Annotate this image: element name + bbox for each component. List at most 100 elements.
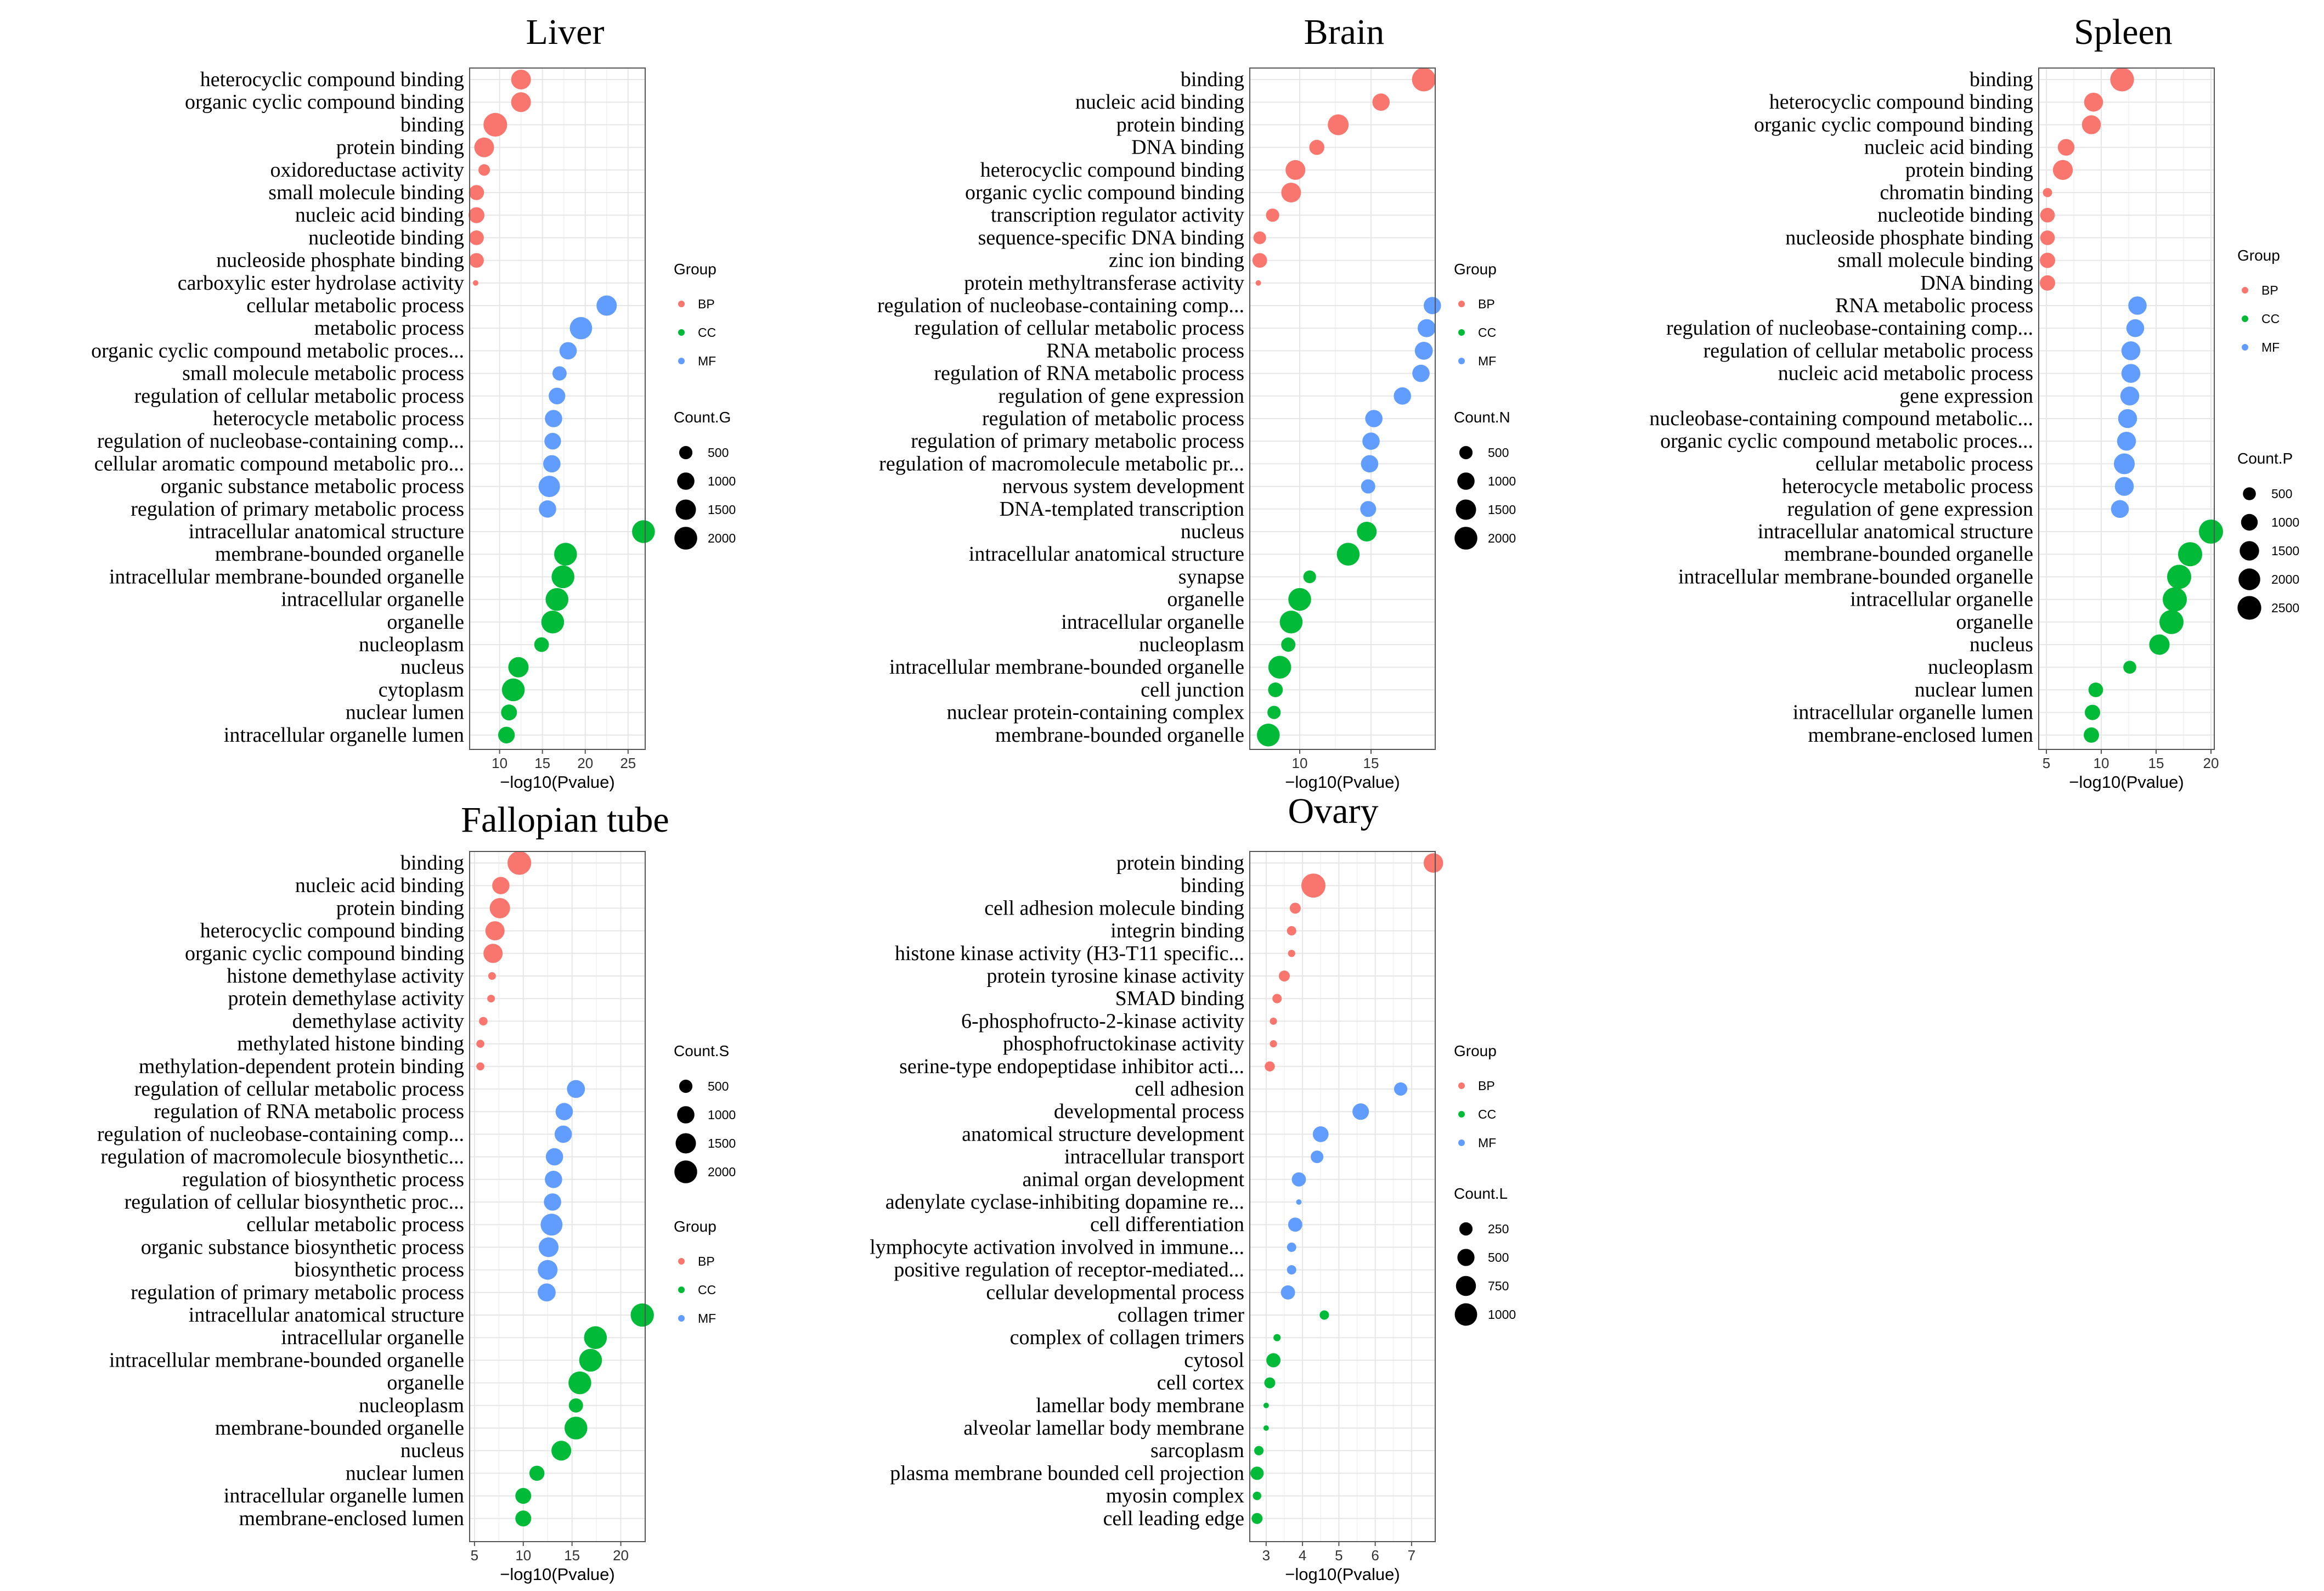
data-point-nucleic-acid-binding [492,877,510,895]
y-tick-label-synapse: synapse [1178,565,1244,588]
data-point-synapse [1303,570,1316,584]
y-tick-label-demethylase-activity: demethylase activity [292,1009,464,1033]
data-point-nuclear-lumen [529,1465,545,1481]
size-key-500 [679,1079,693,1093]
data-point-membrane-bounded-organelle [554,543,577,566]
plot-frame [2038,67,2215,750]
size-label-1000: 1000 [2271,515,2299,529]
data-point-organic-substance-biosynthetic-process [538,1237,559,1257]
y-tick-label-regulation-of-cellular-biosynthetic-proc: regulation of cellular biosynthetic proc… [125,1191,464,1214]
y-tick-label-regulation-of-gene-expression: regulation of gene expression [999,385,1244,408]
data-point-adenylate-cyclase-inhibiting-dopamine-re [1296,1199,1302,1205]
data-point-nucleoside-phosphate-binding [2040,230,2055,245]
y-tick-label-intracellular-organelle: intracellular organelle [281,1326,464,1349]
data-point-nucleic-acid-metabolic-process [2121,364,2141,383]
x-tick-label: 15 [534,755,550,771]
legend-key-mf [2242,344,2248,351]
y-tick-label-regulation-of-cellular-metabolic-process: regulation of cellular metabolic process [1703,339,2033,362]
panel-title: Spleen [2074,12,2173,52]
x-axis-label: −log10(Pvalue) [500,1565,614,1584]
size-label-500: 500 [708,1079,729,1093]
y-tick-label-cell-leading-edge: cell leading edge [1103,1507,1244,1530]
y-tick-label-cellular-metabolic-process: cellular metabolic process [246,1213,464,1236]
data-point-intracellular-organelle [2163,587,2187,612]
y-tick-label-cell-adhesion: cell adhesion [1135,1077,1244,1101]
grid-lines [1250,68,1435,749]
y-tick-label-regulation-of-metabolic-process: regulation of metabolic process [982,407,1244,430]
size-label-2000: 2000 [708,531,736,545]
y-tick-label-transcription-regulator-activity: transcription regulator activity [991,204,1244,227]
panel-title: Brain [1304,12,1385,52]
x-tick-label: 10 [492,755,507,771]
y-tick-label-nuclear-lumen: nuclear lumen [346,701,464,724]
y-tick-label-biosynthetic-process: biosynthetic process [295,1259,464,1282]
y-tick-label-heterocyclic-compound-binding: heterocyclic compound binding [200,68,464,91]
data-point-nucleobase-containing-compound-metabolic [2118,409,2137,428]
y-tick-label-protein-binding: protein binding [336,136,464,159]
data-point-regulation-of-gene-expression [1394,387,1412,405]
y-tick-label-nucleic-acid-binding: nucleic acid binding [1864,136,2033,159]
size-label-2500: 2500 [2271,601,2299,615]
data-point-developmental-process [1352,1103,1369,1120]
size-key-500 [2243,487,2256,500]
size-label-250: 250 [1488,1222,1509,1236]
legend-key-bp [678,301,685,307]
group-legend-title: Group [674,261,717,278]
data-point-intracellular-membrane-bounded-organelle [2167,565,2191,589]
size-key-1000 [1457,472,1475,490]
size-label-750: 750 [1488,1279,1509,1293]
x-axis-label: −log10(Pvalue) [1285,1565,1400,1584]
data-point-organelle [541,611,565,634]
data-point-gene-expression [2120,386,2140,406]
size-legend-title: Count.S [674,1042,729,1059]
y-tick-label-regulation-of-cellular-metabolic-process: regulation of cellular metabolic process [134,385,464,408]
data-point-cytoplasm [501,678,525,702]
data-point-intracellular-organelle-lumen [515,1488,532,1504]
data-point-protein-demethylase-activity [487,995,495,1003]
y-tick-label-cellular-developmental-process: cellular developmental process [986,1281,1244,1304]
y-tick-label-heterocyclic-compound-binding: heterocyclic compound binding [200,919,464,943]
legend-label-mf: MF [698,1311,716,1325]
data-point-transcription-regulator-activity [1266,208,1279,222]
legend-label-cc: CC [2261,312,2280,326]
y-tick-label-lymphocyte-activation-involved-in-immune: lymphocyte activation involved in immune… [870,1235,1244,1259]
data-point-intracellular-organelle [545,588,569,611]
y-tick-label-sarcoplasm: sarcoplasm [1150,1439,1244,1462]
y-tick-label-complex-of-collagen-trimers: complex of collagen trimers [1010,1326,1244,1349]
x-tick-label: 10 [515,1547,531,1564]
data-point-regulation-of-cellular-metabolic-process [2121,341,2141,360]
data-point-nucleus [508,657,529,678]
y-tick-label-nucleic-acid-metabolic-process: nucleic acid metabolic process [1778,362,2033,385]
y-tick-label-methylated-histone-binding: methylated histone binding [237,1033,464,1056]
size-label-2000: 2000 [708,1165,736,1179]
data-point-organelle [2159,610,2184,634]
y-tick-label-adenylate-cyclase-inhibiting-dopamine-re: adenylate cyclase-inhibiting dopamine re… [885,1191,1244,1214]
y-tick-label-protein-binding: protein binding [1116,113,1244,136]
plot-frame [1249,851,1436,1542]
legend-key-bp [1458,301,1465,307]
y-tick-label-regulation-of-rna-metabolic-process: regulation of RNA metabolic process [934,362,1244,385]
y-tick-label-regulation-of-nucleobase-containing-comp: regulation of nucleobase-containing comp… [97,430,464,453]
y-tick-label-nucleus: nucleus [1970,633,2033,656]
data-point-regulation-of-primary-metabolic-process [1362,432,1380,450]
plot-background [1250,68,1435,749]
legend-key-mf [678,1315,685,1322]
size-key-1500 [2240,541,2259,561]
grid-lines [2039,68,2214,749]
data-point-cell-junction [1268,682,1283,697]
data-point-regulation-of-gene-expression [2111,500,2129,518]
y-tick-label-nucleotide-binding: nucleotide binding [308,226,464,249]
data-point-regulation-of-nucleobase-containing-comp [554,1125,572,1143]
data-point-collagen-trimer [1319,1310,1329,1320]
y-tick-label-heterocycle-metabolic-process: heterocycle metabolic process [1782,475,2033,498]
y-tick-label-regulation-of-rna-metabolic-process: regulation of RNA metabolic process [154,1100,464,1123]
size-legend: Count.N 500 1000 1500 2000 [1454,409,1516,550]
size-key-1500 [675,499,696,520]
grid-lines [1250,851,1435,1542]
y-tick-label-6-phosphofructo-2-kinase-activity: 6-phosphofructo-2-kinase activity [961,1009,1244,1033]
data-point-cytosol [1266,1353,1281,1368]
size-key-500 [1457,1249,1475,1266]
y-tick-label-collagen-trimer: collagen trimer [1118,1304,1244,1327]
y-tick-label-lamellar-body-membrane: lamellar body membrane [1036,1394,1244,1417]
